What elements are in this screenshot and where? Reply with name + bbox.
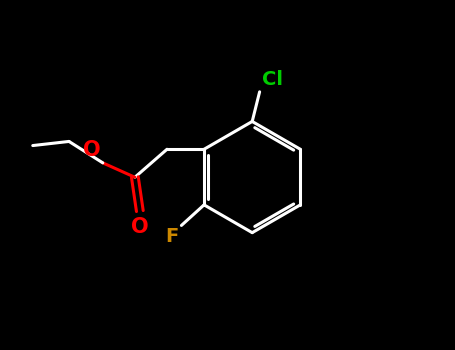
Text: O: O: [84, 140, 101, 160]
Text: F: F: [165, 228, 178, 246]
Text: Cl: Cl: [262, 70, 283, 89]
Text: O: O: [131, 217, 149, 237]
